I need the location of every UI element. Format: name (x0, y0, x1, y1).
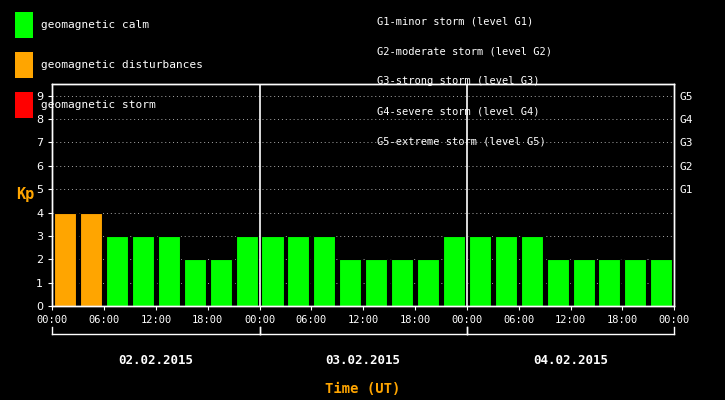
Text: 03.02.2015: 03.02.2015 (326, 354, 401, 367)
Bar (598, 259, 621, 306)
Bar (287, 236, 310, 306)
Bar (443, 236, 465, 306)
Bar (80, 212, 102, 306)
Text: 04.02.2015: 04.02.2015 (533, 354, 608, 367)
Bar (210, 259, 232, 306)
Text: geomagnetic disturbances: geomagnetic disturbances (41, 60, 203, 70)
Bar (313, 236, 336, 306)
Bar (339, 259, 361, 306)
Text: G5-extreme storm (level G5): G5-extreme storm (level G5) (377, 136, 546, 146)
Text: G3-strong storm (level G3): G3-strong storm (level G3) (377, 76, 539, 86)
Text: G2-moderate storm (level G2): G2-moderate storm (level G2) (377, 46, 552, 56)
Bar (624, 259, 647, 306)
Bar (469, 236, 491, 306)
Text: G1-minor storm (level G1): G1-minor storm (level G1) (377, 16, 534, 26)
Text: 02.02.2015: 02.02.2015 (118, 354, 194, 367)
Bar (417, 259, 439, 306)
Bar (106, 236, 128, 306)
Bar (236, 236, 257, 306)
Bar (183, 259, 206, 306)
Bar (54, 212, 76, 306)
Y-axis label: Kp: Kp (16, 188, 34, 202)
Bar (521, 236, 543, 306)
Bar (365, 259, 387, 306)
Text: G4-severe storm (level G4): G4-severe storm (level G4) (377, 106, 539, 116)
Bar (391, 259, 413, 306)
Bar (650, 259, 672, 306)
Text: geomagnetic storm: geomagnetic storm (41, 100, 156, 110)
Bar (547, 259, 568, 306)
Bar (494, 236, 517, 306)
Text: geomagnetic calm: geomagnetic calm (41, 20, 149, 30)
Bar (262, 236, 283, 306)
Bar (132, 236, 154, 306)
Text: Time (UT): Time (UT) (325, 382, 400, 396)
Bar (573, 259, 594, 306)
Bar (158, 236, 180, 306)
